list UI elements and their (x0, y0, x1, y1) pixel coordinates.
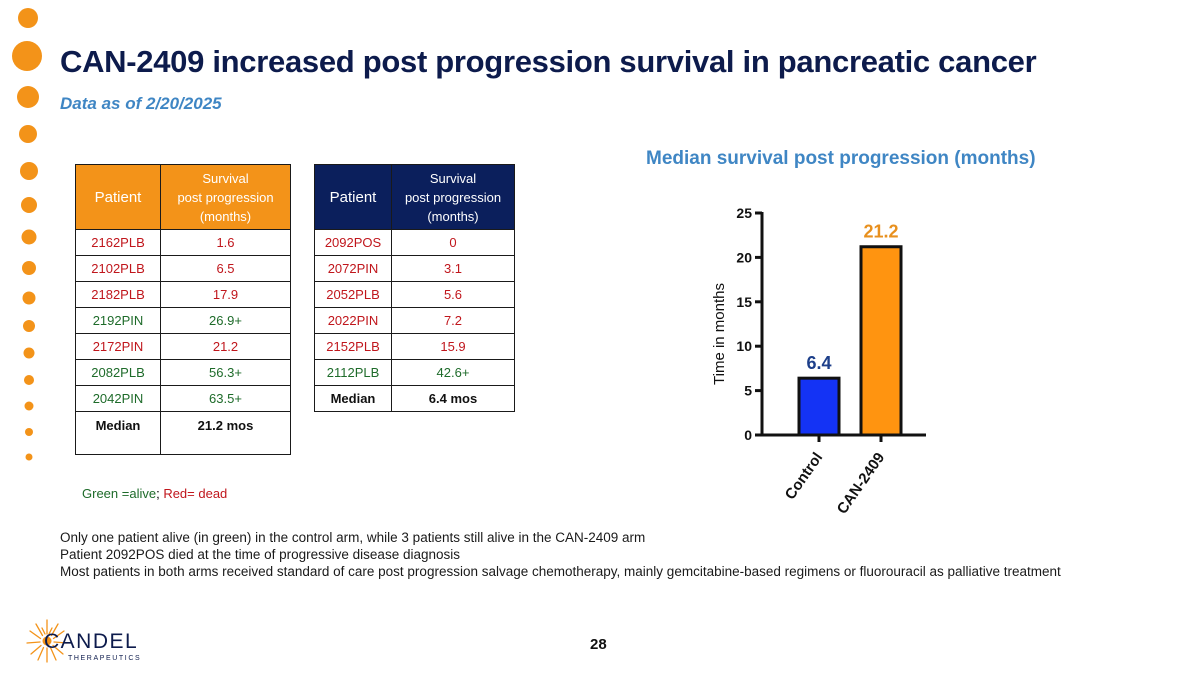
y-tick-label: 20 (736, 249, 752, 265)
note-line: Patient 2092POS died at the time of prog… (60, 547, 460, 562)
page-title: CAN-2409 increased post progression surv… (60, 44, 1037, 79)
note-line: Most patients in both arms received stan… (60, 564, 1061, 579)
table-row: 2072PIN 3.1 (314, 255, 515, 282)
legend-separator: ; (156, 486, 160, 501)
patient-id-cell: 2052PLB (314, 281, 392, 308)
survival-value-cell: 17.9 (160, 281, 291, 308)
table-row: 2152PLB 15.9 (314, 333, 515, 360)
patient-id-cell: 2112PLB (314, 359, 392, 386)
survival-value-cell: 63.5+ (160, 385, 291, 412)
patient-column-header: Patient (314, 164, 392, 230)
median-value: 21.2 mos (160, 411, 291, 455)
survival-value-cell: 1.6 (160, 229, 291, 256)
patient-id-cell: 2152PLB (314, 333, 392, 360)
table-row: 2172PIN 21.2 (75, 333, 291, 360)
table-row: 2052PLB 5.6 (314, 281, 515, 308)
page-number: 28 (590, 636, 607, 653)
median-label: Median (314, 385, 392, 412)
page-subtitle: Data as of 2/20/2025 (60, 94, 222, 113)
x-tick-label: CAN-2409 (834, 450, 889, 518)
bar-value-label: 6.4 (806, 353, 831, 373)
patient-id-cell: 2172PIN (75, 333, 161, 360)
patient-id-cell: 2102PLB (75, 255, 161, 282)
y-axis-label: Time in months (711, 283, 728, 385)
median-label: Median (75, 411, 161, 455)
x-tick-label: Control (782, 450, 827, 503)
survival-value-cell: 7.2 (391, 307, 515, 334)
bar-can-2409 (859, 245, 903, 437)
status-legend: Green =alive; Red= dead (82, 486, 227, 501)
patient-column-header: Patient (75, 164, 161, 230)
candel-logo: CANDEL THERAPEUTICS (26, 619, 141, 663)
footnotes: Only one patient alive (in green) in the… (60, 529, 1070, 580)
survival-value-cell: 15.9 (391, 333, 515, 360)
table-row: 2022PIN 7.2 (314, 307, 515, 334)
table-row: 2092POS 0 (314, 229, 515, 256)
survival-value-cell: 56.3+ (160, 359, 291, 386)
legend-alive: Green =alive (82, 486, 157, 501)
patient-id-cell: 2182PLB (75, 281, 161, 308)
legend-dead: Red= dead (159, 486, 228, 501)
patient-id-cell: 2082PLB (75, 359, 161, 386)
bar-control (797, 376, 841, 437)
median-row: Median 21.2 mos (75, 411, 291, 455)
patient-id-cell: 2092POS (314, 229, 392, 256)
note-line: Only one patient alive (in green) in the… (60, 530, 646, 545)
patient-id-cell: 2072PIN (314, 255, 392, 282)
table-row: 2082PLB 56.3+ (75, 359, 291, 386)
y-tick-label: 15 (736, 294, 752, 310)
patient-id-cell: 2192PIN (75, 307, 161, 334)
svg-text:CANDEL: CANDEL (44, 630, 138, 653)
chart-title: Median survival post progression (months… (646, 148, 1036, 169)
table-row: 2112PLB 42.6+ (314, 359, 515, 386)
patient-id-cell: 2162PLB (75, 229, 161, 256)
survival-value-cell: 42.6+ (391, 359, 515, 386)
survival-value-cell: 6.5 (160, 255, 291, 282)
survival-value-cell: 26.9+ (160, 307, 291, 334)
y-tick-label: 25 (736, 205, 752, 221)
patient-id-cell: 2022PIN (314, 307, 392, 334)
control-arm-table: Patient Survival post progression (month… (314, 164, 515, 412)
patient-id-cell: 2042PIN (75, 385, 161, 412)
survival-column-header: Survival post progression (months) (160, 164, 291, 230)
table-row: 2102PLB 6.5 (75, 255, 291, 282)
survival-value-cell: 0 (391, 229, 515, 256)
table-row: 2162PLB 1.6 (75, 229, 291, 256)
survival-value-cell: 3.1 (391, 255, 515, 282)
treatment-arm-rows: 2162PLB 1.6 2102PLB 6.5 2182PLB 17.9 2192PIN 26… (75, 229, 291, 455)
svg-text:THERAPEUTICS: THERAPEUTICS (68, 655, 141, 662)
treatment-arm-table: Patient Survival post progression (month… (75, 164, 291, 455)
control-arm-rows: 2092POS 0 2072PIN 3.1 2052PLB 5.6 2022PIN 7.2 21… (314, 229, 515, 412)
decorative-dots (12, 8, 42, 461)
survival-value-cell: 21.2 (160, 333, 291, 360)
table-row: 2192PIN 26.9+ (75, 307, 291, 334)
table-row: 2182PLB 17.9 (75, 281, 291, 308)
bar-value-label: 21.2 (863, 222, 898, 242)
table-row: 2042PIN 63.5+ (75, 385, 291, 412)
y-tick-label: 5 (744, 383, 752, 399)
survival-column-header: Survival post progression (months) (391, 164, 515, 230)
median-row: Median 6.4 mos (314, 385, 515, 412)
y-tick-label: 10 (736, 338, 752, 354)
median-value: 6.4 mos (391, 385, 515, 412)
sunburst-icon (26, 619, 68, 663)
y-tick-label: 0 (744, 427, 752, 443)
survival-bar-chart: Time in months 0 5 10 15 20 25 6.4 Control 21.2 CA… (711, 205, 926, 518)
survival-value-cell: 5.6 (391, 281, 515, 308)
